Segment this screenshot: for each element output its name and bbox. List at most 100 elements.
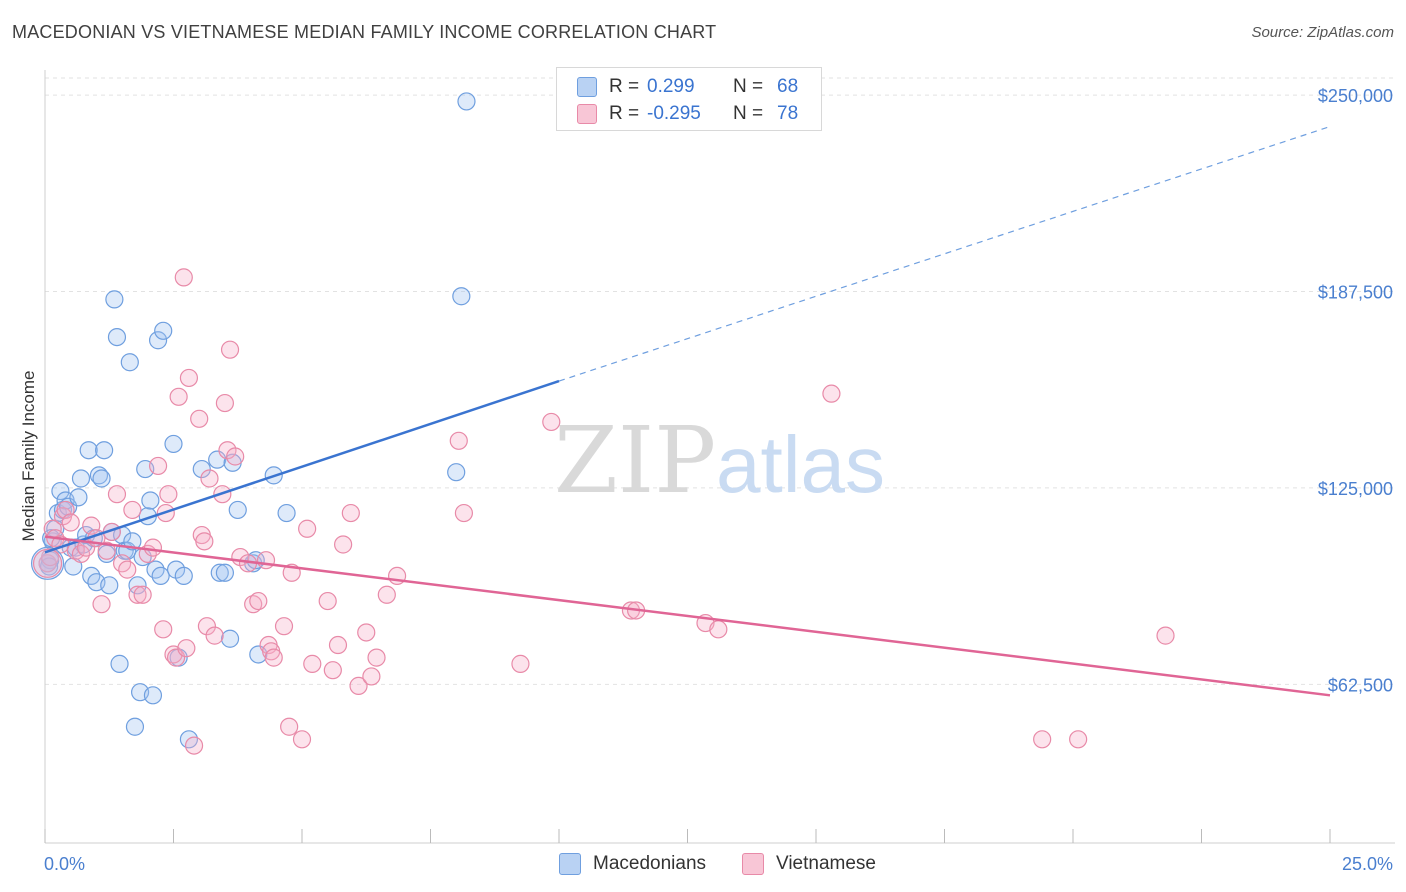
data-point	[323, 661, 342, 680]
data-point	[542, 412, 561, 432]
trend-lines	[44, 125, 1331, 697]
data-point	[177, 639, 196, 658]
trend-line-macedonians	[44, 379, 560, 554]
legend-n-label: N =	[733, 76, 764, 97]
data-point	[318, 591, 337, 611]
data-point	[120, 353, 139, 372]
data-point	[220, 629, 240, 648]
data-point	[357, 623, 376, 642]
bottom-legend-macedonians: Macedonians	[559, 852, 706, 876]
data-point	[179, 368, 199, 388]
data-point	[334, 535, 353, 554]
data-point	[210, 563, 229, 582]
data-point	[97, 541, 116, 560]
data-point	[92, 595, 111, 614]
data-point	[220, 340, 240, 359]
watermark-atlas: atlas	[716, 420, 885, 509]
data-point	[292, 730, 312, 749]
data-point	[454, 503, 474, 523]
legend-swatch-pink-icon	[577, 104, 597, 124]
watermark: ZIP atlas	[554, 407, 885, 514]
data-point	[452, 287, 471, 306]
data-point	[449, 431, 468, 450]
bottom-legend-blue-icon	[559, 853, 581, 875]
data-point	[362, 667, 381, 686]
data-point	[349, 676, 368, 695]
data-point	[107, 327, 127, 347]
grid-lines	[45, 77, 1395, 685]
bottom-legend-label: Vietnamese	[776, 853, 876, 874]
data-point	[228, 500, 247, 520]
bottom-legend-label: Macedonians	[593, 853, 707, 874]
legend-r-label: R =	[609, 76, 640, 97]
series-vietnamese-extra-	[626, 601, 1175, 749]
data-point	[1033, 730, 1052, 749]
data-point	[133, 585, 152, 604]
data-point	[143, 538, 163, 557]
data-point	[100, 576, 119, 595]
data-point	[709, 620, 728, 639]
data-point	[264, 648, 283, 667]
data-point	[154, 620, 173, 639]
data-point	[192, 459, 211, 479]
bottom-legend-pink-icon	[742, 853, 764, 875]
chart-title: MACEDONIAN VS VIETNAMESE MEDIAN FAMILY I…	[12, 22, 717, 42]
series-macedonians	[38, 92, 476, 749]
data-point	[280, 717, 299, 736]
data-point	[141, 491, 160, 510]
data-point	[169, 387, 188, 406]
data-point	[40, 557, 59, 576]
data-point	[457, 92, 476, 111]
data-point	[511, 654, 530, 673]
data-point	[79, 441, 98, 460]
data-point	[118, 560, 137, 579]
data-point	[274, 617, 294, 636]
data-point	[92, 469, 111, 488]
data-point	[249, 591, 268, 611]
y-tick-label: $187,500	[1318, 283, 1393, 303]
legend-r-value: -0.295	[647, 103, 701, 124]
data-point	[69, 488, 88, 507]
data-point	[164, 434, 183, 454]
data-point	[377, 585, 396, 604]
data-point	[277, 503, 296, 523]
data-point	[367, 648, 386, 667]
data-point	[61, 513, 80, 532]
y-tick-label: $62,500	[1328, 675, 1393, 695]
legend-n-label: N =	[733, 103, 764, 124]
data-point	[148, 331, 168, 350]
legend-row-macedonians: R = 0.299 N = 68	[577, 75, 798, 99]
data-point	[200, 469, 219, 488]
data-point-cluster	[30, 546, 65, 580]
data-point	[110, 654, 129, 673]
data-point	[341, 503, 360, 523]
data-point	[328, 635, 348, 655]
data-point	[1069, 730, 1088, 749]
data-point	[51, 481, 70, 501]
source-label: Source: ZipAtlas.com	[1251, 24, 1394, 41]
axis-labels: $62,500 $125,000 $187,500 $250,000 0.0% 25.0%…	[19, 86, 1393, 874]
legend-r-value: 0.299	[647, 76, 695, 97]
data-point	[226, 447, 245, 466]
data-point-cluster	[32, 548, 63, 578]
legend: R = 0.299 N = 68 R = -0.295 N = 78	[556, 67, 822, 131]
data-point	[184, 736, 204, 755]
data-point	[125, 717, 145, 736]
data-point	[174, 566, 193, 586]
data-point	[154, 321, 173, 340]
axes	[44, 70, 1395, 844]
data-point	[95, 441, 114, 460]
data-point	[148, 456, 168, 476]
data-point	[159, 485, 178, 504]
y-tick-label: $125,000	[1318, 479, 1393, 499]
data-point	[195, 532, 214, 551]
y-tick-label: $250,000	[1318, 86, 1393, 106]
data-point	[71, 469, 91, 488]
data-point	[215, 563, 234, 582]
data-point	[143, 686, 163, 705]
x-tick-label: 0.0%	[44, 854, 85, 874]
data-point	[107, 485, 127, 504]
data-point	[298, 519, 317, 538]
data-point	[303, 654, 322, 673]
trend-line-macedonians-extension	[558, 125, 1331, 382]
